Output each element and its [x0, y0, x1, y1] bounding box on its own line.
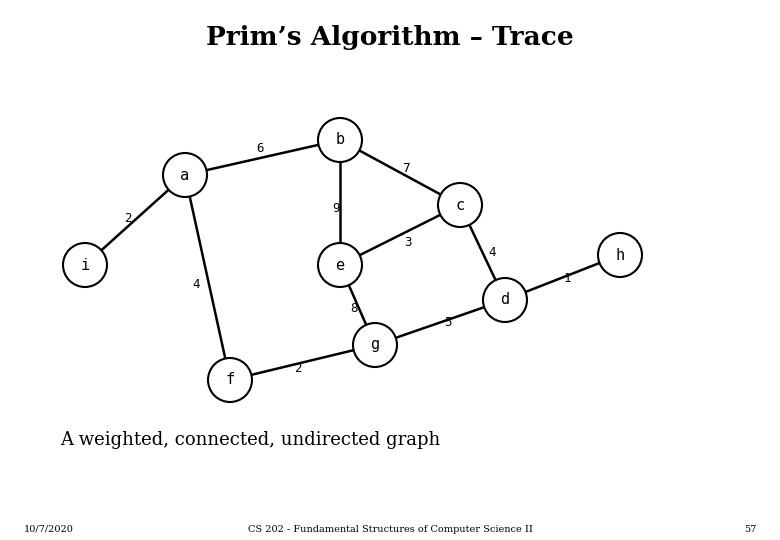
Text: i: i — [80, 258, 90, 273]
Text: 2: 2 — [124, 212, 132, 225]
Circle shape — [483, 278, 527, 322]
Circle shape — [63, 243, 107, 287]
Text: 57: 57 — [744, 524, 757, 534]
Text: c: c — [456, 198, 465, 213]
Text: 5: 5 — [445, 316, 452, 329]
Circle shape — [318, 243, 362, 287]
Text: 1: 1 — [563, 272, 571, 285]
Circle shape — [598, 233, 642, 277]
Text: 4: 4 — [192, 279, 200, 292]
Text: 3: 3 — [404, 235, 412, 248]
Text: b: b — [335, 132, 345, 147]
Circle shape — [353, 323, 397, 367]
Text: 10/7/2020: 10/7/2020 — [23, 524, 73, 534]
Circle shape — [163, 153, 207, 197]
Text: g: g — [370, 338, 380, 353]
Text: 2: 2 — [294, 361, 302, 375]
Circle shape — [318, 118, 362, 162]
Text: 9: 9 — [332, 201, 340, 214]
Text: Prim’s Algorithm – Trace: Prim’s Algorithm – Trace — [206, 25, 574, 51]
Text: 7: 7 — [402, 161, 410, 174]
Text: 8: 8 — [350, 301, 358, 314]
Text: h: h — [615, 247, 625, 262]
Text: d: d — [501, 293, 509, 307]
Text: CS 202 - Fundamental Structures of Computer Science II: CS 202 - Fundamental Structures of Compu… — [247, 524, 533, 534]
Circle shape — [208, 358, 252, 402]
Text: a: a — [180, 167, 190, 183]
Text: A weighted, connected, undirected graph: A weighted, connected, undirected graph — [60, 431, 440, 449]
Circle shape — [438, 183, 482, 227]
Text: 6: 6 — [257, 141, 264, 154]
Text: 4: 4 — [488, 246, 496, 259]
Text: f: f — [225, 373, 235, 388]
Text: e: e — [335, 258, 345, 273]
